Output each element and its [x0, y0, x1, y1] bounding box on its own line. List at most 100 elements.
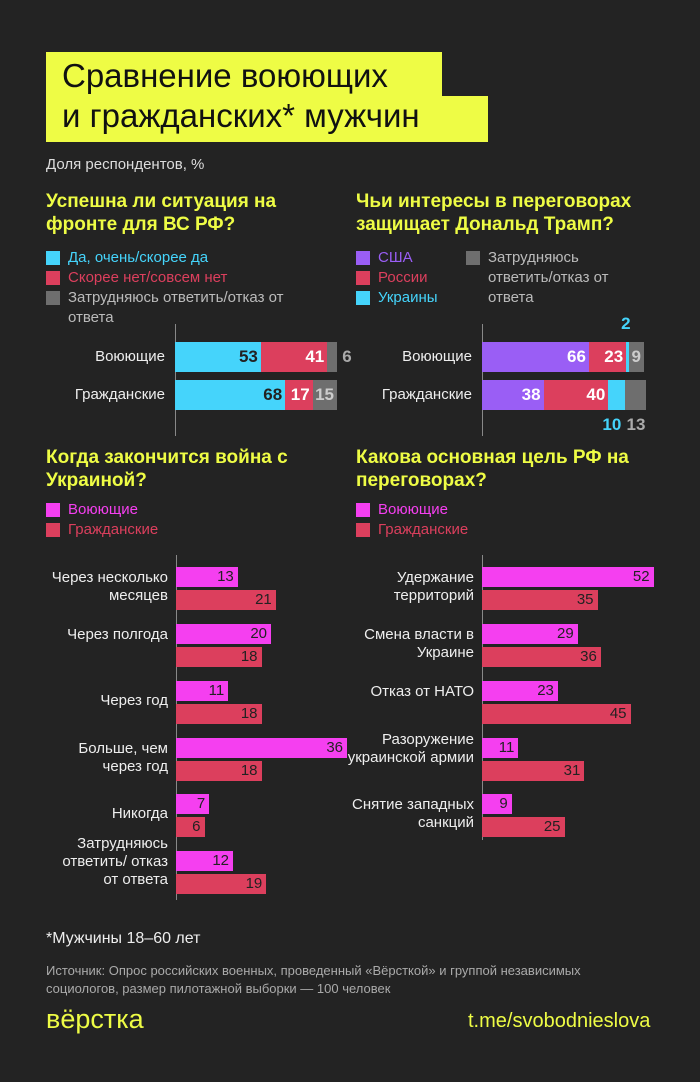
legend-swatch	[46, 251, 60, 265]
legend-label: США	[378, 249, 413, 266]
bar	[176, 794, 210, 814]
bar-value: 53	[238, 347, 258, 366]
category-label: Гражданские	[74, 386, 165, 403]
legend-label: Украины	[378, 289, 438, 306]
category-label: Затрудняюсь ответить/ отказ от ответа	[62, 835, 168, 888]
bar	[482, 647, 601, 667]
bar	[482, 794, 512, 814]
legend-label: Затрудняюсь ответить/отказ от ответа	[488, 249, 609, 306]
bar	[482, 624, 578, 644]
legend-label: Гражданские	[378, 521, 469, 538]
bar-value: 20	[250, 625, 267, 642]
category-label: Удержание территорий	[393, 569, 474, 604]
bar-segment	[482, 342, 589, 372]
bar	[482, 817, 565, 837]
bar	[482, 590, 598, 610]
bar-value: 66	[566, 347, 586, 366]
bar	[176, 761, 262, 781]
bar-segment	[175, 342, 261, 372]
category-label: Отказ от НАТО	[370, 683, 474, 700]
telegram-link[interactable]: t.me/svobodnieslova	[468, 1010, 651, 1032]
bar-value: 6	[192, 818, 201, 835]
legend-label: Да, очень/скорее да	[68, 249, 209, 266]
bar-value: 38	[521, 385, 541, 404]
bar	[482, 761, 585, 781]
bar-value: 36	[326, 739, 343, 756]
legend-swatch	[46, 291, 60, 305]
bar-value: 31	[563, 762, 581, 779]
bar	[176, 817, 205, 837]
bar-value: 11	[498, 739, 515, 756]
bar-value: 52	[632, 568, 650, 585]
bar-segment	[608, 380, 625, 410]
bar	[482, 704, 631, 724]
legend-swatch	[46, 503, 60, 517]
bar-value: 7	[196, 795, 206, 812]
bar-value: 6	[342, 347, 352, 366]
category-label: Гражданские	[381, 386, 472, 403]
legend-item: Воюющие	[356, 500, 556, 520]
bar-value: 13	[217, 568, 234, 585]
category-label: Через несколько месяцев	[51, 569, 168, 604]
bar	[176, 590, 276, 610]
bar-value: 9	[499, 795, 508, 812]
legend-label: Воюющие	[68, 501, 138, 518]
subtitle: Доля респондентов, %	[46, 156, 205, 173]
chart-title: Какова основная цель РФ на переговорах?	[356, 447, 629, 491]
bar	[176, 624, 271, 644]
bar-value: 68	[263, 385, 283, 404]
bar-segment	[588, 342, 627, 372]
bar-segment	[626, 342, 630, 372]
bar-value: 12	[212, 852, 229, 869]
footnote: *Мужчины 18–60 лет	[46, 930, 201, 947]
bar-value: 18	[240, 705, 258, 722]
bar-value: 23	[604, 347, 624, 366]
category-label: Больше, чем через год	[78, 740, 168, 775]
category-label: Через полгода	[67, 626, 168, 643]
bar-segment	[624, 380, 646, 410]
bar	[176, 647, 262, 667]
legend-item: Украины	[356, 288, 466, 308]
chart-title: Чьи интересы в переговорах защищает Дона…	[356, 191, 632, 235]
bar-segment	[260, 342, 328, 372]
legend-label: Воюющие	[378, 501, 448, 518]
bar	[176, 851, 233, 871]
legend-swatch	[46, 271, 60, 285]
legend-item: Гражданские	[46, 520, 246, 540]
bar-value: 10	[602, 415, 622, 434]
category-label: Через год	[100, 692, 168, 709]
category-label: Разоружение украинской армии	[347, 731, 474, 766]
category-label: Воюющие	[95, 348, 165, 365]
bar	[176, 874, 267, 894]
chart-title: Когда закончится война с Украиной?	[46, 447, 288, 491]
legend-swatch	[356, 251, 370, 265]
bar-value: 18	[240, 762, 258, 779]
bar-segment	[285, 380, 313, 410]
bar-value: 11	[208, 682, 225, 699]
chart-title: Успешна ли ситуация на фронте для ВС РФ?	[46, 191, 277, 235]
bar	[482, 681, 558, 701]
bar-value: 9	[631, 347, 641, 366]
legend-item: Затрудняюсь ответить/отказ от ответа	[46, 288, 306, 328]
legend-label: Затрудняюсь ответить/отказ от ответа	[68, 289, 284, 326]
bar-value: 35	[576, 591, 594, 608]
category-label: Смена власти в Украине	[364, 626, 474, 661]
legend-swatch	[356, 503, 370, 517]
bar	[176, 704, 262, 724]
bar-value: 19	[245, 875, 263, 892]
bar-segment	[482, 380, 544, 410]
title-line-2: и гражданских* мужчин	[46, 96, 488, 142]
bar-value: 23	[537, 682, 554, 699]
bar-segment	[543, 380, 609, 410]
bar	[176, 738, 347, 758]
bar-segment	[175, 380, 286, 410]
legend-swatch	[356, 291, 370, 305]
bar-segment	[312, 380, 337, 410]
bar-value: 29	[557, 625, 574, 642]
category-label: Никогда	[111, 805, 168, 822]
legend-label: Гражданские	[68, 521, 159, 538]
bar-value: 36	[580, 648, 597, 665]
category-label: Снятие западных санкций	[352, 796, 474, 831]
legend-label: Скорее нет/совсем нет	[68, 269, 228, 286]
category-label: Воюющие	[402, 348, 472, 365]
